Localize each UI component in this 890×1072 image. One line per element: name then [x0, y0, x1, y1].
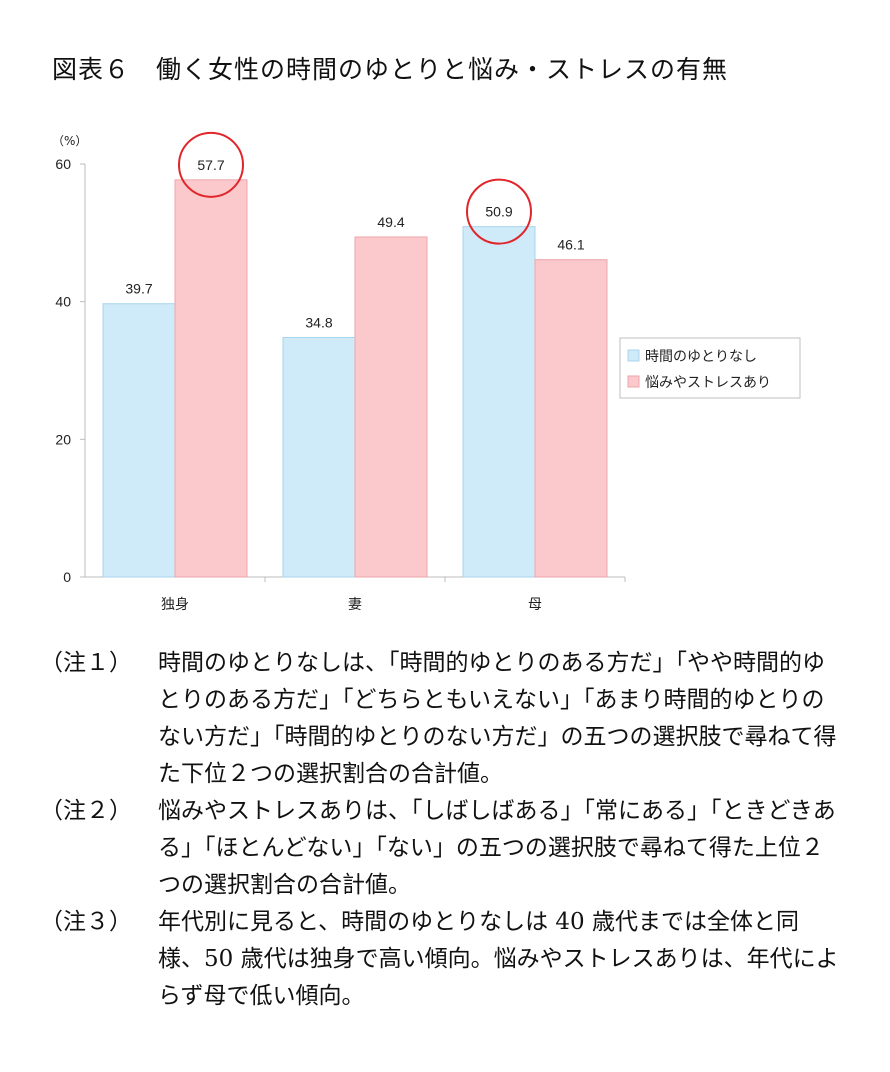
data-label: 39.7	[125, 281, 152, 297]
bar	[462, 226, 536, 578]
notes: （注１） 時間のゆとりなしは、「時間的ゆとりのある方だ」「やや時間的ゆとりのある…	[40, 645, 840, 1015]
highlight-circle	[466, 178, 532, 245]
data-label: 46.1	[557, 237, 584, 253]
bar	[354, 236, 428, 578]
y-tick-label: 40	[55, 294, 71, 310]
note-label: （注３）	[40, 909, 132, 935]
bar	[282, 336, 356, 578]
x-tick-label: 独身	[161, 597, 189, 613]
legend-swatch	[627, 349, 640, 362]
y-tick-label: 0	[63, 569, 71, 585]
bar-chart: （%）0204060独身妻母 39.757.734.849.450.946.1 …	[52, 131, 801, 613]
note-text: 悩みやストレスありは、「しばしばある」「常にある」「ときどきある」「ほとんどない…	[158, 798, 836, 898]
x-tick-label: 母	[528, 597, 542, 613]
note-3: （注３） 年代別に見ると、時間のゆとりなしは 40 歳代までは全体と同様、50 …	[40, 904, 840, 1015]
bar	[102, 303, 176, 578]
y-tick-label: 60	[55, 156, 71, 172]
data-label: 49.4	[377, 214, 404, 230]
data-label: 34.8	[305, 314, 332, 330]
y-tick-label: 20	[55, 431, 71, 447]
legend-label: 時間のゆとりなし	[645, 349, 757, 365]
note-text: 年代別に見ると、時間のゆとりなしは 40 歳代までは全体と同様、50 歳代は独身…	[158, 909, 839, 1009]
data-label: 50.9	[485, 204, 512, 220]
x-tick-label: 妻	[348, 597, 362, 613]
bar	[534, 259, 608, 578]
data-label: 57.7	[197, 157, 224, 173]
y-unit-label: （%）	[52, 134, 87, 148]
note-label: （注２）	[40, 798, 132, 824]
bar	[174, 179, 248, 578]
note-text: 時間のゆとりなしは、「時間的ゆとりのある方だ」「やや時間的ゆとりのある方だ」「ど…	[158, 650, 837, 787]
note-label: （注１）	[40, 650, 132, 676]
legend-box	[619, 337, 801, 399]
data-labels: 39.7 57.7 34.8 49.4 50.9 46.1	[125, 131, 585, 330]
chart-title: 図表６ 働く女性の時間のゆとりと悩み・ストレスの有無	[52, 55, 729, 84]
legend-swatch	[627, 375, 640, 388]
highlight-circle	[178, 131, 244, 198]
legend-label: 悩みやストレスあり	[645, 375, 771, 391]
note-1: （注１） 時間のゆとりなしは、「時間的ゆとりのある方だ」「やや時間的ゆとりのある…	[40, 645, 840, 793]
bars	[102, 179, 608, 578]
note-2: （注２） 悩みやストレスありは、「しばしばある」「常にある」「ときどきある」「ほ…	[40, 793, 840, 904]
